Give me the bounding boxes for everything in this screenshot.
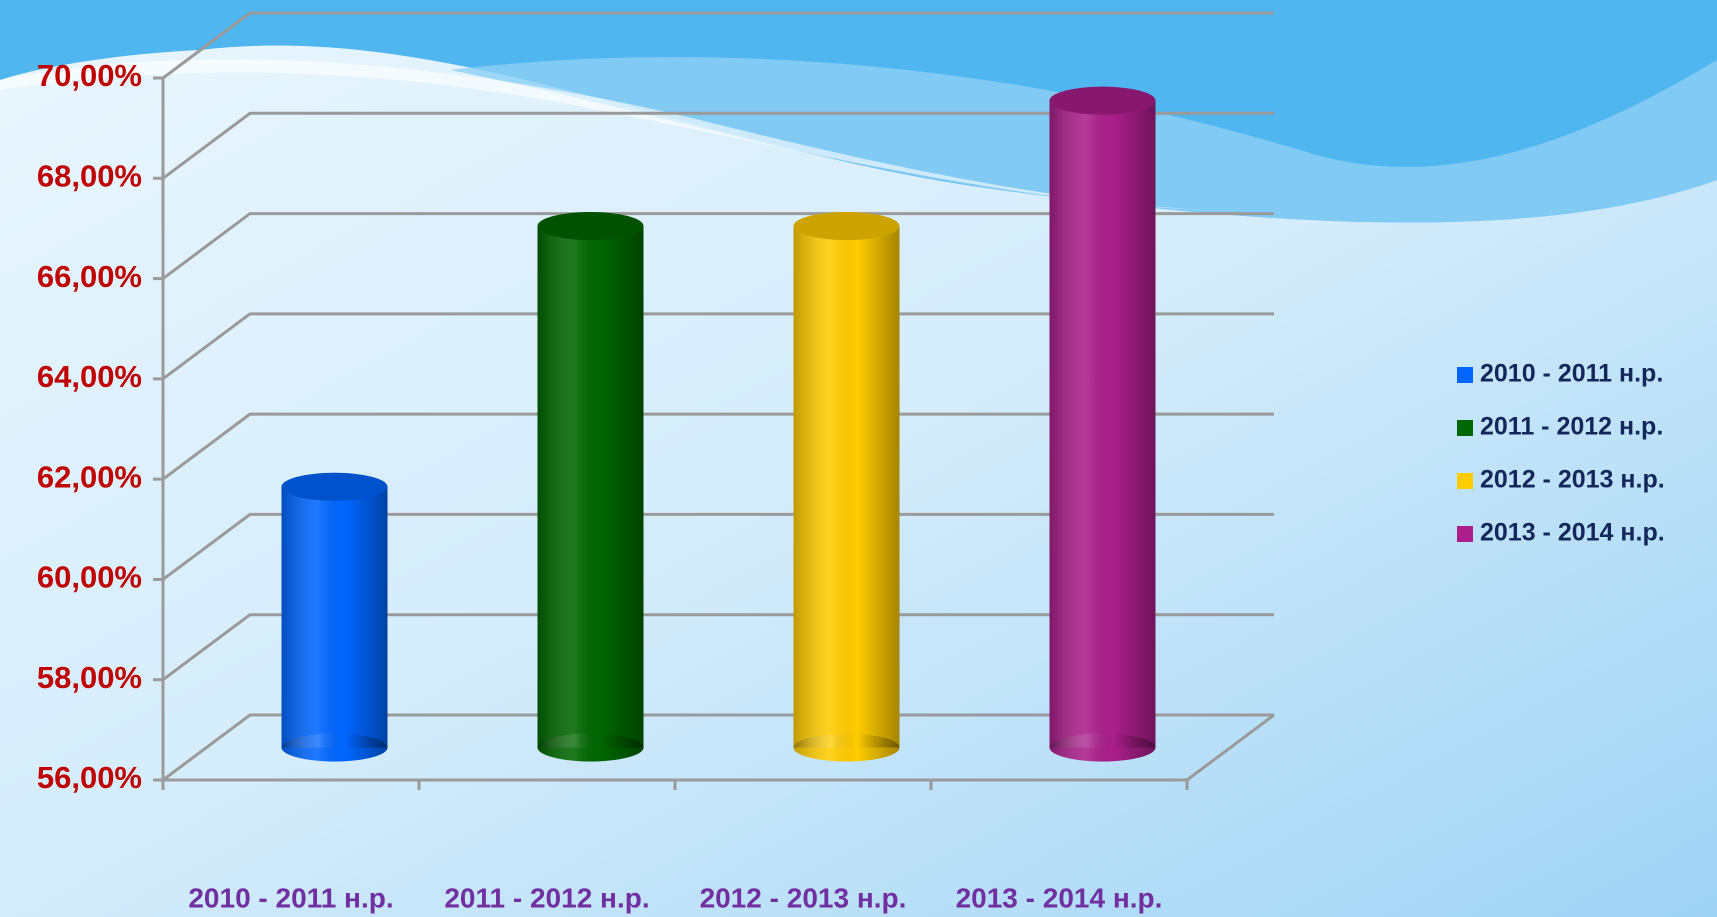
legend-label: 2010 - 2011 н.р.: [1480, 360, 1663, 388]
legend-label: 2013 - 2014 н.р.: [1480, 519, 1665, 547]
y-tick-label: 56,00%: [37, 760, 142, 795]
y-tick-label: 62,00%: [37, 459, 142, 494]
legend-swatch: [1457, 473, 1473, 489]
bar-top-shade: [1050, 87, 1156, 115]
y-tick-label: 58,00%: [37, 660, 142, 695]
bar-shade: [282, 487, 388, 748]
bar: [794, 212, 900, 761]
legend-swatch: [1457, 420, 1473, 436]
bar-top-shade: [282, 473, 388, 501]
bar: [1050, 87, 1156, 762]
x-tick-label: 2011 - 2012 н.р.: [444, 882, 649, 913]
legend-label: 2012 - 2013 н.р.: [1480, 466, 1665, 494]
y-tick-label: 68,00%: [37, 158, 142, 193]
legend-label: 2011 - 2012 н.р.: [1480, 413, 1663, 441]
bar-top-shade: [538, 212, 644, 240]
bar: [538, 212, 644, 761]
y-tick-label: 64,00%: [37, 359, 142, 394]
y-tick-label: 70,00%: [37, 58, 142, 93]
y-tick-label: 66,00%: [37, 259, 142, 294]
x-tick-label: 2010 - 2011 н.р.: [188, 882, 393, 913]
page: 56,00% 58,00% 60,00% 62,00% 64,00% 66,00% 68,0…: [0, 0, 1717, 917]
x-tick-label: 2013 - 2014 н.р.: [956, 882, 1163, 913]
y-tick-label: 60,00%: [37, 560, 142, 595]
legend-swatch: [1457, 526, 1473, 542]
chart: 56,00% 58,00% 60,00% 62,00% 64,00% 66,00% 68,0…: [0, 0, 1717, 917]
bar-top-shade: [794, 212, 900, 240]
bar-shade: [794, 226, 900, 747]
bar-shade: [538, 226, 644, 747]
bar: [282, 473, 388, 762]
legend-swatch: [1457, 367, 1473, 383]
x-tick-label: 2012 - 2013 н.р.: [700, 882, 907, 913]
bar-shade: [1050, 101, 1156, 748]
